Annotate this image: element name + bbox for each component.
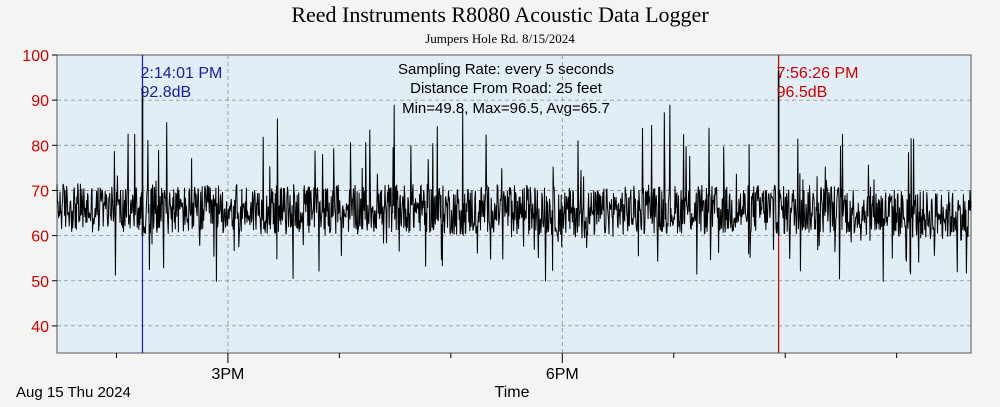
chart-subtitle: Jumpers Hole Rd. 8/15/2024 [425,31,575,46]
series-layer [56,104,972,282]
chart-title: Reed Instruments R8080 Acoustic Data Log… [291,2,709,27]
y-tick-label: 60 [31,229,49,246]
x-axis: 3PM 6PM [115,353,898,383]
info-line-distance: Distance From Road: 25 feet [410,80,603,97]
y-tick-label: 40 [31,319,49,336]
marker-time-label: 7:56:26 PM [777,65,859,82]
x-axis-label: Time [495,384,530,401]
y-tick-label: 100 [22,48,49,65]
series-line [56,104,972,282]
info-line-sampling: Sampling Rate: every 5 seconds [398,61,614,78]
info-line-stats: Min=49.8, Max=96.5, Avg=65.7 [402,100,610,117]
y-tick-label: 90 [31,93,49,110]
date-label: Aug 15 Thu 2024 [16,384,131,401]
marker-time-label: 2:14:01 PM [140,65,222,82]
x-tick-label: 6PM [546,366,579,383]
marker-value-label: 92.8dB [140,84,191,101]
marker-value-label: 96.5dB [777,84,828,101]
y-tick-label: 50 [31,274,49,291]
y-tick-label: 80 [31,138,49,155]
x-tick-label: 3PM [211,366,244,383]
marker-layer: 2:14:01 PM 92.8dB 7:56:26 PM 96.5dB [140,55,858,353]
y-axis: 40 50 60 70 80 90 100 [22,48,57,336]
y-tick-label: 70 [31,183,49,200]
